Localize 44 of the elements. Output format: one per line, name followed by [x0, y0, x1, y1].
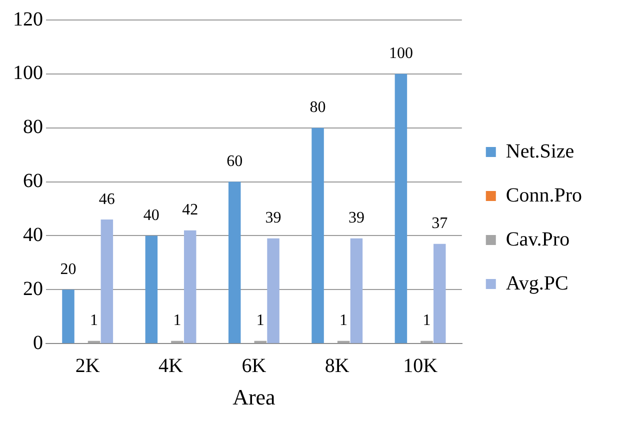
bar: [145, 236, 158, 344]
data-label: 1: [422, 312, 431, 330]
data-label: 1: [256, 312, 264, 330]
bar: [420, 340, 433, 344]
legend-label: Cav.Pro: [506, 228, 570, 250]
y-tick-label: 40: [23, 224, 43, 246]
data-label: 1: [173, 312, 182, 330]
y-tick-label: 120: [13, 8, 43, 30]
data-label: 1: [90, 312, 98, 330]
x-tick-label: 8K: [324, 354, 350, 377]
y-tick-label: 20: [23, 278, 43, 300]
data-label: 40: [143, 206, 160, 224]
bar: [228, 182, 241, 344]
bar: [350, 238, 363, 344]
bar: [267, 238, 280, 344]
y-tick-label: 80: [23, 116, 43, 138]
bar: [184, 230, 196, 344]
data-label: 39: [348, 210, 364, 227]
data-label: 60: [226, 153, 243, 170]
x-tick-label: 6K: [242, 354, 267, 377]
legend-label: Net.Size: [506, 140, 574, 162]
bar: [100, 220, 114, 344]
legend-label: Avg.PC: [506, 272, 568, 294]
y-tick-label: 100: [13, 62, 43, 84]
legend-label: Conn.Pro: [506, 184, 582, 206]
data-label: 80: [310, 99, 326, 116]
data-label: 1: [340, 312, 348, 330]
bar: [171, 340, 184, 344]
x-axis-title: Area: [232, 384, 276, 410]
y-tick-label: 0: [33, 332, 43, 354]
bar: [312, 128, 324, 344]
y-tick-label: 60: [23, 170, 43, 192]
data-label: 42: [182, 202, 198, 219]
data-label: 39: [265, 210, 282, 227]
data-label: 37: [432, 215, 448, 232]
data-label: 46: [98, 190, 115, 208]
bar: [434, 244, 446, 344]
bar: [62, 290, 74, 344]
x-tick-label: 4K: [158, 354, 184, 377]
bar: [394, 74, 408, 344]
x-tick-label: 10K: [403, 354, 438, 377]
data-label: 20: [60, 260, 76, 278]
data-label: 100: [388, 45, 413, 62]
x-tick-label: 2K: [75, 354, 100, 377]
